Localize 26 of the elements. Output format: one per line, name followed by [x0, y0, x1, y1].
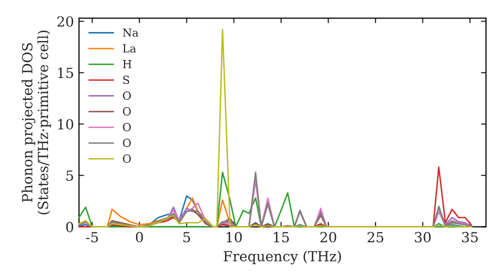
x-axis-title: Frequency (THz) — [224, 250, 341, 264]
x-tick-label: 30 — [414, 232, 431, 242]
line-series — [78, 28, 473, 228]
x-tick-label: 35 — [462, 232, 478, 242]
y-axis-title: Phonon projected DOS (States/THz·primitive cell) — [22, 30, 51, 214]
x-tick-label: 0 — [136, 232, 143, 242]
legend-label: La — [122, 44, 136, 53]
x-tick-label: -5 — [86, 232, 98, 242]
x-tick-label: 20 — [320, 232, 336, 242]
legend-label: H — [122, 60, 132, 68]
y-tick-label: 5 — [66, 170, 74, 181]
x-tick-label: 5 — [183, 232, 190, 242]
legend-label: O — [122, 154, 131, 163]
x-tick-label: 10 — [226, 232, 242, 242]
y-tick-label: 0 — [66, 222, 74, 232]
x-tick-label: 25 — [368, 232, 384, 242]
y-tick-label: 20 — [57, 16, 74, 27]
legend-label: O — [122, 107, 131, 116]
x-tick-label: 15 — [274, 232, 289, 242]
legend-label: O — [122, 91, 131, 100]
legend-label: O — [122, 122, 131, 132]
legend-label: Na — [122, 28, 138, 37]
y-tick-label: 15 — [58, 68, 74, 78]
legend-label: O — [122, 138, 131, 148]
y-tick-label: 10 — [58, 119, 74, 130]
legend-label: S — [123, 76, 130, 84]
